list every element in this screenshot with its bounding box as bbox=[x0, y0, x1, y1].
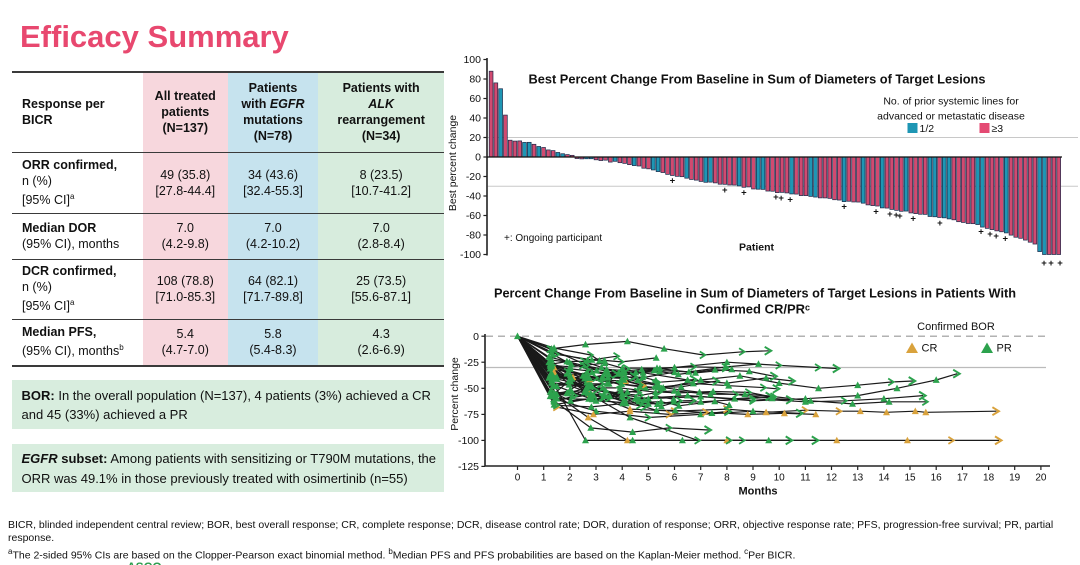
svg-text:+: + bbox=[1041, 258, 1047, 269]
svg-text:Months: Months bbox=[738, 486, 777, 498]
svg-text:+: + bbox=[773, 192, 779, 203]
svg-text:0: 0 bbox=[475, 152, 481, 164]
svg-text:8: 8 bbox=[724, 473, 730, 484]
svg-text:13: 13 bbox=[852, 473, 864, 484]
svg-text:40: 40 bbox=[469, 113, 481, 125]
svg-text:+: Ongoing participant: +: Ongoing participant bbox=[504, 233, 602, 244]
svg-text:1/2: 1/2 bbox=[920, 123, 935, 135]
svg-text:Best percent change: Best percent change bbox=[447, 115, 459, 211]
svg-text:-100: -100 bbox=[458, 435, 479, 447]
svg-text:9: 9 bbox=[750, 473, 756, 484]
svg-text:6: 6 bbox=[672, 473, 678, 484]
svg-text:+: + bbox=[987, 229, 993, 240]
svg-text:4: 4 bbox=[619, 473, 625, 484]
svg-text:-60: -60 bbox=[466, 210, 481, 222]
svg-text:+: + bbox=[722, 185, 728, 196]
svg-text:Patient: Patient bbox=[739, 242, 775, 254]
svg-text:+: + bbox=[897, 211, 903, 222]
svg-text:Confirmed BOR: Confirmed BOR bbox=[917, 321, 995, 333]
svg-text:+: + bbox=[741, 188, 747, 199]
svg-text:+: + bbox=[670, 175, 676, 186]
svg-text:20: 20 bbox=[469, 132, 481, 144]
svg-text:19: 19 bbox=[1009, 473, 1021, 484]
svg-text:12: 12 bbox=[826, 473, 838, 484]
svg-text:0: 0 bbox=[473, 331, 479, 343]
svg-text:No. of prior systemic lines fo: No. of prior systemic lines for bbox=[883, 96, 1019, 108]
svg-text:11: 11 bbox=[800, 473, 811, 484]
svg-text:7: 7 bbox=[698, 473, 704, 484]
svg-text:Best Percent Change From Basel: Best Percent Change From Baseline in Sum… bbox=[529, 72, 986, 87]
svg-text:+: + bbox=[893, 210, 899, 221]
svg-text:-80: -80 bbox=[466, 230, 481, 242]
svg-text:+: + bbox=[873, 207, 879, 218]
svg-text:-20: -20 bbox=[466, 171, 481, 183]
svg-text:+: + bbox=[887, 209, 893, 220]
svg-text:15: 15 bbox=[904, 473, 916, 484]
svg-text:0: 0 bbox=[515, 473, 521, 484]
svg-text:14: 14 bbox=[878, 473, 890, 484]
svg-text:+: + bbox=[937, 218, 943, 229]
svg-text:+: + bbox=[1057, 258, 1063, 269]
svg-text:advanced or metastatic disease: advanced or metastatic disease bbox=[877, 111, 1025, 123]
svg-text:60: 60 bbox=[469, 93, 481, 105]
svg-text:18: 18 bbox=[983, 473, 995, 484]
svg-text:10: 10 bbox=[774, 473, 786, 484]
svg-text:3: 3 bbox=[593, 473, 599, 484]
svg-text:Percent change: Percent change bbox=[449, 357, 461, 431]
svg-text:80: 80 bbox=[469, 74, 481, 86]
svg-text:+: + bbox=[1048, 258, 1054, 269]
svg-text:PR: PR bbox=[997, 343, 1012, 355]
svg-text:≥3: ≥3 bbox=[992, 123, 1004, 135]
svg-text:+: + bbox=[841, 201, 847, 212]
svg-text:-100: -100 bbox=[460, 249, 481, 261]
svg-text:16: 16 bbox=[931, 473, 943, 484]
svg-text:2: 2 bbox=[567, 473, 573, 484]
svg-text:CR: CR bbox=[922, 343, 938, 355]
svg-text:+: + bbox=[778, 193, 784, 204]
svg-text:20: 20 bbox=[1035, 473, 1047, 484]
svg-text:+: + bbox=[910, 213, 916, 224]
svg-text:17: 17 bbox=[957, 473, 969, 484]
svg-text:100: 100 bbox=[463, 54, 481, 66]
svg-text:+: + bbox=[978, 227, 984, 238]
svg-text:Percent Change From Baseline i: Percent Change From Baseline in Sum of D… bbox=[494, 285, 1016, 300]
svg-text:1: 1 bbox=[541, 473, 547, 484]
svg-text:-125: -125 bbox=[458, 461, 479, 473]
svg-text:5: 5 bbox=[646, 473, 652, 484]
svg-text:+: + bbox=[993, 231, 999, 242]
svg-text:+: + bbox=[1003, 233, 1009, 244]
svg-text:-40: -40 bbox=[466, 191, 481, 203]
svg-text:-75: -75 bbox=[464, 409, 479, 421]
svg-text:Confirmed CR/PRc: Confirmed CR/PRc bbox=[696, 302, 810, 317]
svg-text:-25: -25 bbox=[464, 357, 479, 369]
svg-text:+: + bbox=[787, 194, 793, 205]
svg-text:-50: -50 bbox=[464, 383, 479, 395]
